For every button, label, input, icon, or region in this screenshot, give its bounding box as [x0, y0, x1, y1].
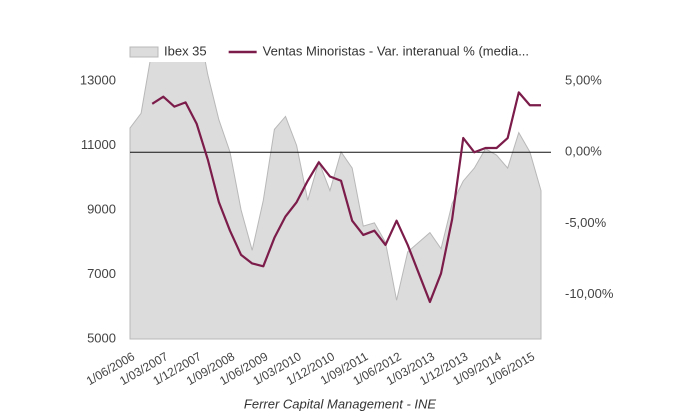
y-tick-label: 7000 — [87, 266, 116, 281]
y-tick-label: 13000 — [80, 72, 116, 87]
source-note: Ferrer Capital Management - INE — [244, 396, 437, 411]
legend-label: Ibex 35 — [164, 43, 207, 58]
y2-tick-label: 0,00% — [565, 144, 602, 159]
y-tick-label: 9000 — [87, 201, 116, 216]
y2-tick-label: -10,00% — [565, 286, 614, 301]
legend-label: Ventas Minoristas - Var. interanual % (m… — [263, 43, 529, 58]
y-tick-label: 11000 — [81, 137, 116, 152]
line — [151, 91, 541, 304]
y-tick-label: 5000 — [87, 330, 116, 345]
legend-swatch — [129, 46, 159, 58]
y2-tick-label: 5,00% — [565, 72, 602, 87]
y2-tick-label: -5,00% — [565, 215, 607, 230]
